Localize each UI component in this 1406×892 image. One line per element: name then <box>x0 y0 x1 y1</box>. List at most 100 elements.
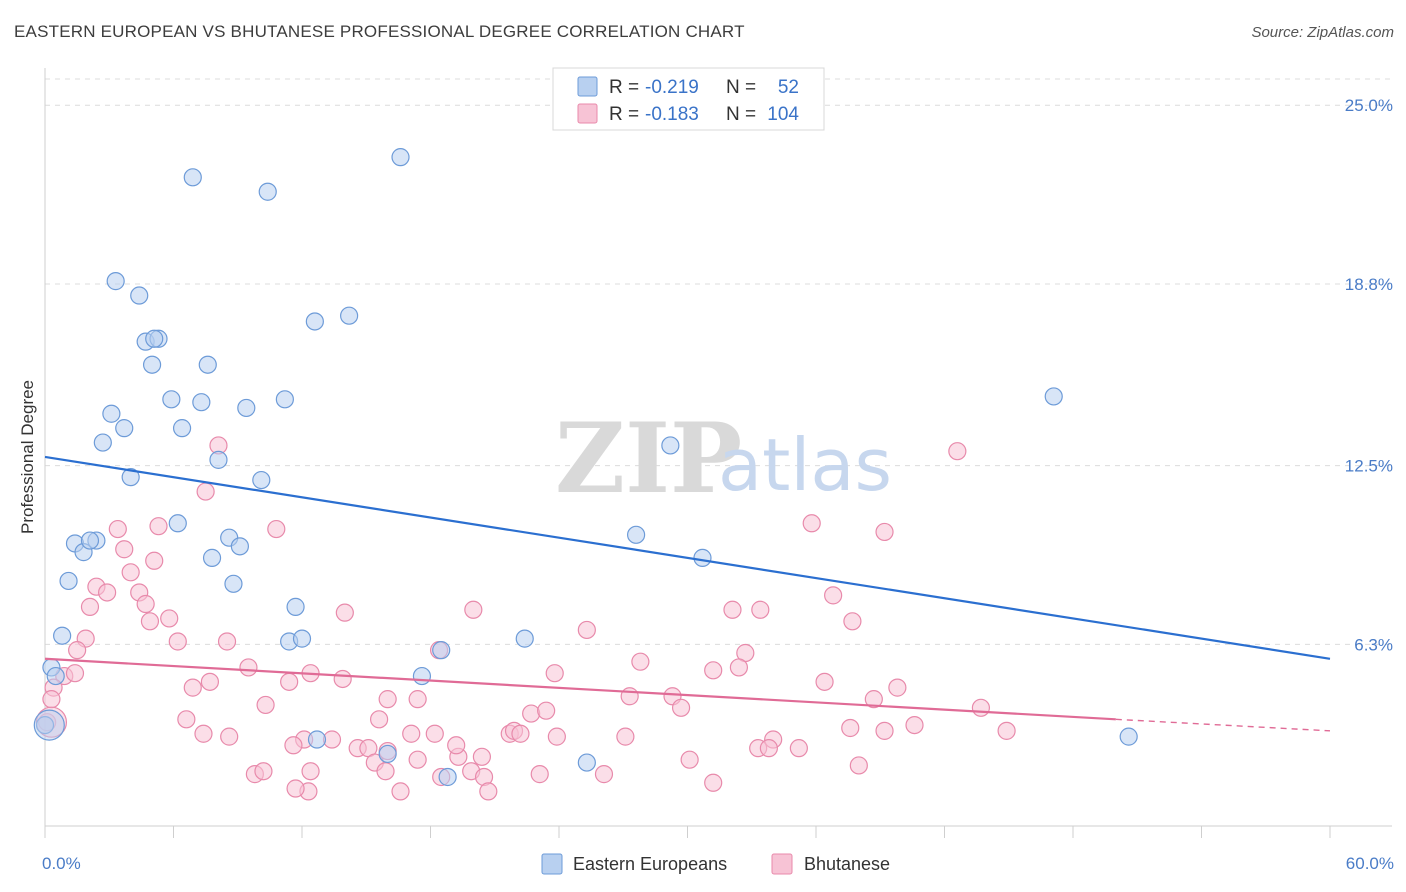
data-point <box>286 597 305 616</box>
bottom-legend-swatch-pink <box>771 853 793 875</box>
data-point <box>258 182 277 201</box>
data-point <box>759 739 778 758</box>
x-tick-label: 60.0% <box>1346 854 1394 873</box>
data-point <box>875 522 894 542</box>
data-point <box>1044 387 1063 406</box>
data-point <box>106 272 125 291</box>
x-tick-labels: 0.0% 60.0% <box>42 854 1394 873</box>
data-point <box>370 710 389 729</box>
watermark-zip: ZIP <box>555 402 742 515</box>
y-tick-label: 25.0% <box>1345 96 1393 115</box>
data-point <box>267 519 286 539</box>
data-point <box>802 514 821 533</box>
data-point <box>292 629 312 648</box>
data-point <box>275 390 294 409</box>
data-point <box>447 736 466 755</box>
data-point <box>464 600 483 619</box>
correlation-legend: R = -0.219 N = 52 R = -0.183 N = 104 <box>552 67 825 131</box>
chart-source: Source: ZipAtlas.com <box>1251 24 1394 41</box>
legend-r-label-1: R = <box>609 77 639 98</box>
data-point <box>252 470 271 490</box>
data-point <box>183 678 202 697</box>
data-point <box>479 782 498 801</box>
data-point <box>841 718 860 738</box>
y-axis-label: Professional Degree <box>18 380 37 534</box>
data-point <box>864 690 883 709</box>
data-point <box>391 148 410 167</box>
data-point <box>172 419 192 438</box>
trend-line-bhutanese <box>44 657 1116 721</box>
data-point <box>522 704 541 723</box>
data-point <box>515 629 534 648</box>
data-point <box>130 286 149 305</box>
data-point <box>136 594 155 614</box>
data-point <box>93 433 112 452</box>
data-point <box>145 551 164 570</box>
legend-r-value-2: -0.183 <box>645 104 699 125</box>
grid-lines <box>45 78 1392 645</box>
data-point <box>168 632 187 651</box>
data-point <box>194 724 213 743</box>
data-point <box>121 468 140 487</box>
data-point <box>680 750 699 769</box>
data-point <box>115 540 134 559</box>
data-point <box>849 756 868 775</box>
data-point <box>875 721 894 740</box>
legend-swatch-pink <box>577 103 598 124</box>
trend-lines <box>44 455 1331 732</box>
data-point <box>46 666 65 686</box>
data-point <box>472 747 491 766</box>
legend-n-value-2: 104 <box>767 104 799 125</box>
data-point <box>102 404 121 423</box>
data-point <box>376 762 395 781</box>
legend-n-label-2: N = <box>726 104 756 125</box>
data-point <box>626 525 646 544</box>
data-point <box>751 600 770 619</box>
bottom-legend-swatch-blue <box>541 853 563 875</box>
data-point <box>888 678 907 697</box>
data-point <box>42 690 61 709</box>
legend-box <box>552 67 825 131</box>
data-point <box>162 390 181 409</box>
watermark: ZIP atlas <box>555 402 892 515</box>
data-point <box>280 672 299 691</box>
legend-n-label-1: N = <box>726 77 756 98</box>
data-point <box>671 698 691 717</box>
x-tick-label: 0.0% <box>42 854 81 873</box>
data-point <box>511 724 530 743</box>
data-point <box>237 398 256 418</box>
data-point <box>537 701 556 720</box>
data-point <box>661 436 680 455</box>
data-point <box>142 355 162 374</box>
data-point <box>209 450 228 469</box>
data-point <box>53 626 72 645</box>
data-point <box>307 730 327 749</box>
legend-r-value-1: -0.219 <box>645 77 699 98</box>
data-point <box>693 548 712 567</box>
series-legend: Eastern Europeans Bhutanese <box>541 853 890 875</box>
data-point-cluster <box>33 709 65 741</box>
data-point <box>577 620 596 640</box>
data-point <box>200 672 220 691</box>
data-point <box>378 744 397 764</box>
data-point <box>284 736 303 755</box>
data-point <box>948 442 967 461</box>
watermark-atlas: atlas <box>718 423 892 507</box>
trend-line-eastern-europeans <box>44 455 1331 660</box>
data-point <box>108 519 127 539</box>
data-point <box>704 773 723 792</box>
data-point <box>80 531 100 550</box>
data-point <box>115 419 134 438</box>
data-point <box>59 571 78 591</box>
data-point <box>631 652 650 671</box>
data-point <box>594 765 614 784</box>
data-point <box>997 721 1016 740</box>
data-point <box>254 762 273 781</box>
data-point <box>333 669 352 689</box>
data-point <box>530 765 549 784</box>
bottom-legend-eastern-europeans: Eastern Europeans <box>573 854 727 874</box>
data-point <box>408 690 427 709</box>
data-point <box>256 695 275 715</box>
legend-r-label-2: R = <box>609 104 639 125</box>
